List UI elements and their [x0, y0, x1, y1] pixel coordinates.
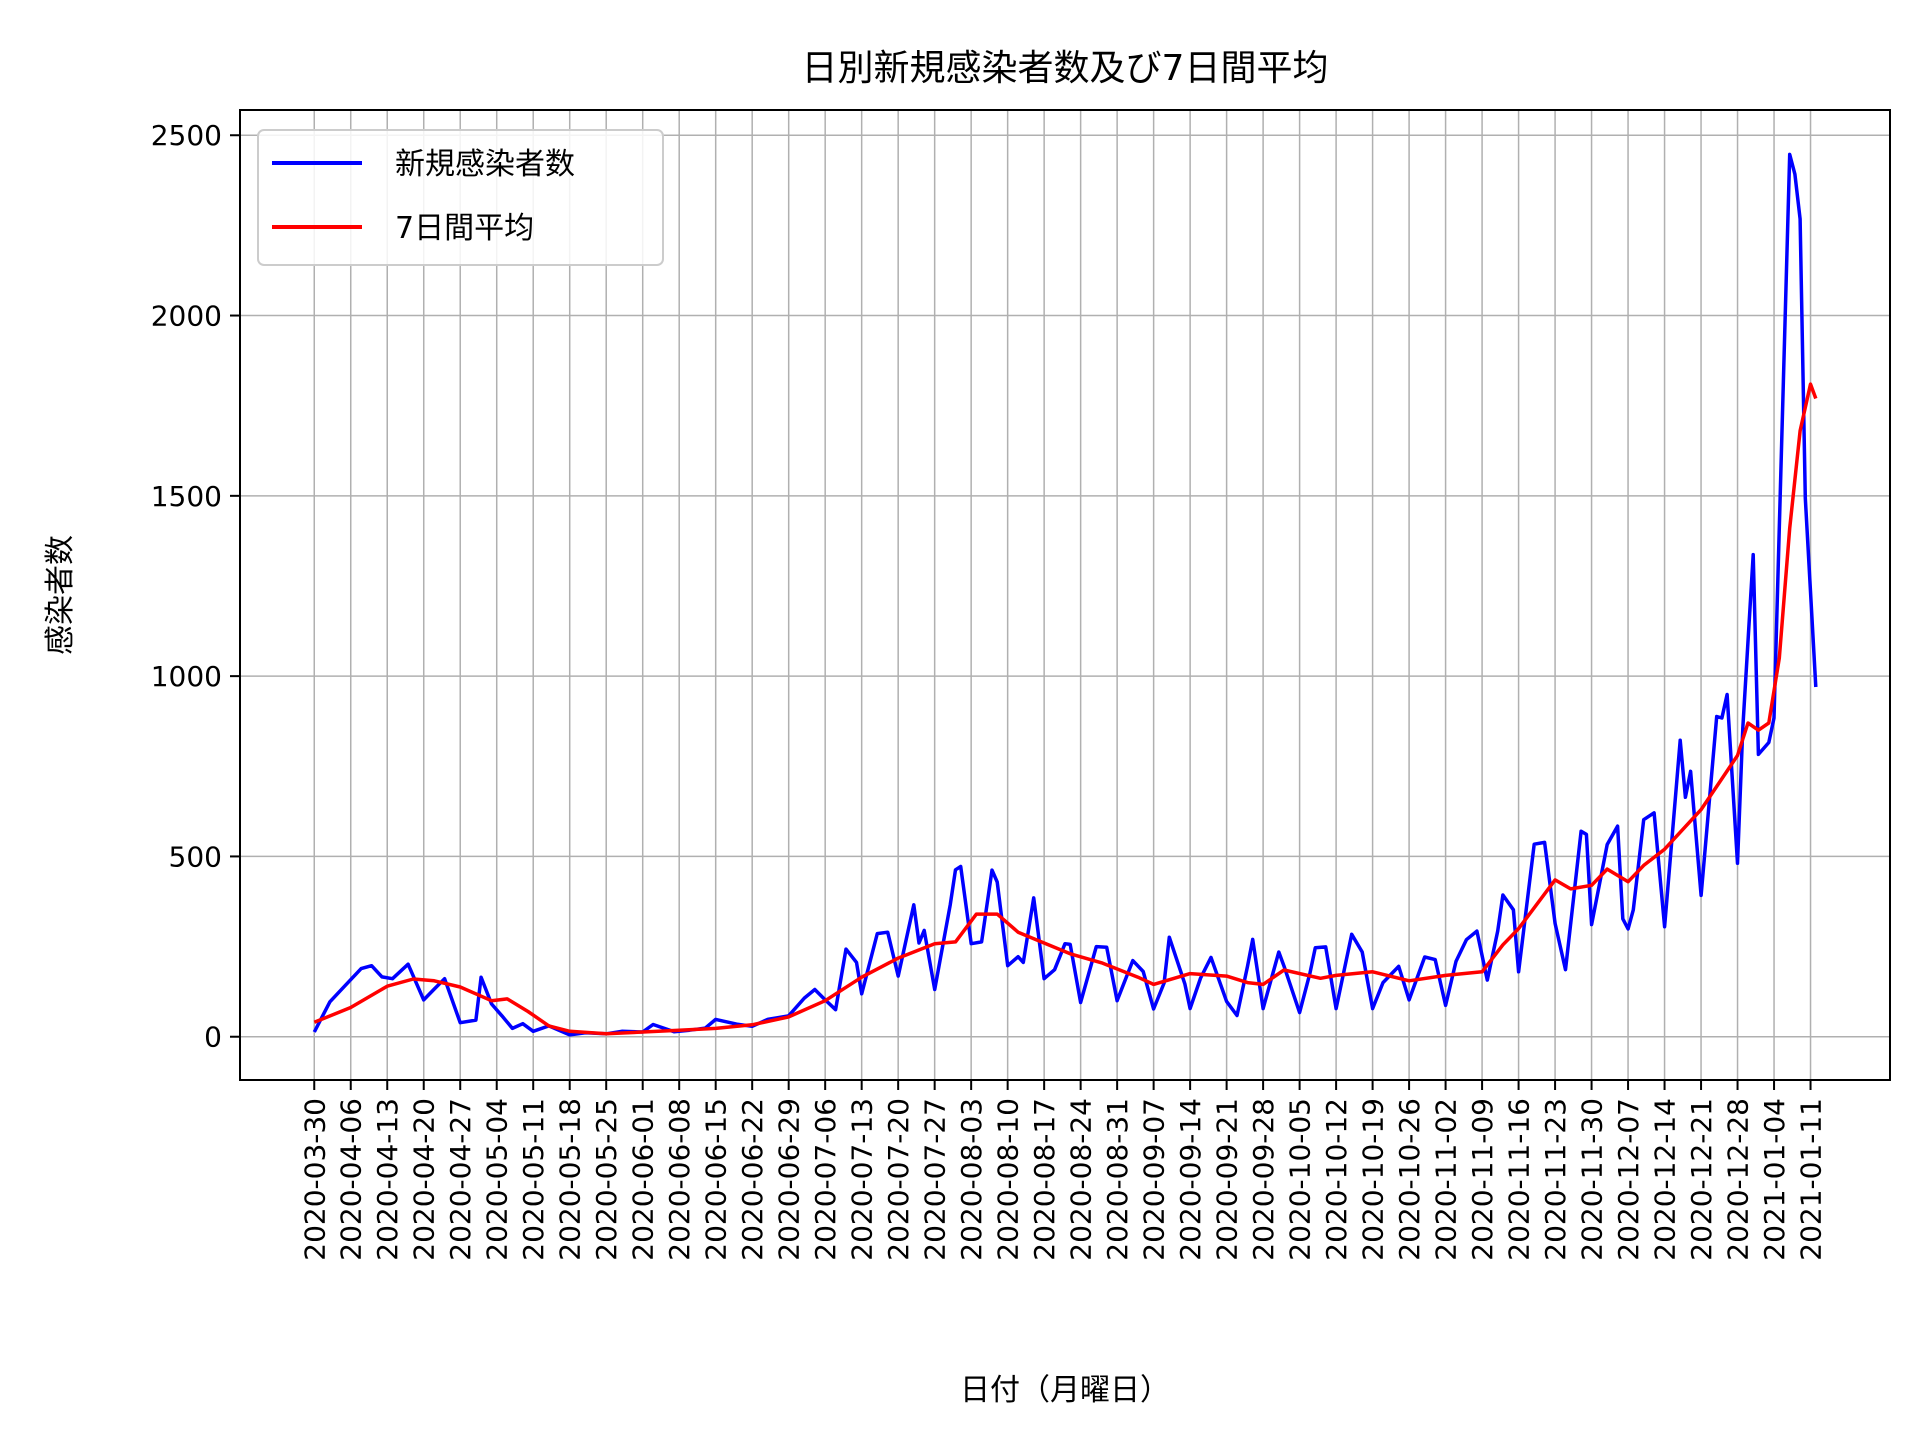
- legend-label-average: 7日間平均: [395, 211, 534, 246]
- x-tick-label: 2020-09-14: [1174, 1098, 1207, 1261]
- x-tick-label: 2020-04-06: [335, 1098, 368, 1261]
- x-tick-label: 2020-08-31: [1101, 1098, 1134, 1261]
- x-tick-label: 2020-11-16: [1503, 1098, 1536, 1261]
- x-tick-label: 2020-04-27: [444, 1098, 477, 1261]
- x-tick-label: 2020-07-20: [882, 1098, 915, 1261]
- y-tick-label: 2500: [151, 119, 222, 152]
- series-layer: [312, 152, 1818, 1037]
- x-tick-label: 2020-05-04: [481, 1098, 514, 1261]
- x-tick-label: 2020-06-08: [663, 1098, 696, 1261]
- x-tick-label: 2020-07-27: [919, 1098, 952, 1261]
- x-tick-label: 2020-06-15: [700, 1098, 733, 1261]
- x-tick-label: 2021-01-11: [1795, 1098, 1828, 1261]
- chart-title: 日別新規感染者数及び7日間平均: [802, 48, 1329, 89]
- plot-frame: [239, 109, 1891, 1081]
- legend-label-daily: 新規感染者数: [395, 147, 575, 182]
- x-tick-label: 2020-11-30: [1576, 1098, 1609, 1261]
- x-tick-label: 2020-10-05: [1284, 1098, 1317, 1261]
- y-tick-label: 0: [204, 1021, 222, 1054]
- x-tick-label: 2020-04-20: [408, 1098, 441, 1261]
- x-tick-label: 2021-01-04: [1758, 1098, 1791, 1261]
- x-tick-label: 2020-12-07: [1612, 1098, 1645, 1261]
- x-tick-label: 2020-09-28: [1247, 1098, 1280, 1261]
- x-tick-label: 2020-08-17: [1028, 1098, 1061, 1261]
- x-tick-label: 2020-08-10: [992, 1098, 1025, 1261]
- x-tick-label: 2020-05-18: [554, 1098, 587, 1261]
- x-tick-label: 2020-08-03: [955, 1098, 988, 1261]
- x-axis-label: 日付（月曜日）: [960, 1373, 1170, 1408]
- x-tick-label: 2020-05-11: [517, 1098, 550, 1261]
- x-tick-label: 2020-06-01: [627, 1098, 660, 1261]
- x-tick-label: 2020-12-21: [1685, 1098, 1718, 1261]
- legend: 新規感染者数 7日間平均: [257, 129, 664, 266]
- x-tick-label: 2020-11-02: [1430, 1098, 1463, 1261]
- x-tick-label: 2020-03-30: [298, 1098, 331, 1261]
- x-tick-label: 2020-11-09: [1466, 1098, 1499, 1261]
- x-tick-label: 2020-04-13: [371, 1098, 404, 1261]
- x-tick-label: 2020-09-07: [1138, 1098, 1171, 1261]
- x-tick-label: 2020-05-25: [590, 1098, 623, 1261]
- series-line-average: [313, 382, 1818, 1036]
- x-tick-label: 2020-07-06: [809, 1098, 842, 1261]
- x-tick-label: 2020-10-19: [1357, 1098, 1390, 1261]
- x-tick-label: 2020-11-23: [1539, 1098, 1572, 1261]
- y-tick-label: 2000: [151, 300, 222, 333]
- y-axis: 0 500 1000 1500 2000 2500: [151, 119, 240, 1054]
- x-tick-label: 2020-06-29: [773, 1098, 806, 1261]
- y-tick-label: 1000: [151, 660, 222, 693]
- y-axis-label: 感染者数: [43, 535, 78, 655]
- x-tick-label: 2020-10-12: [1320, 1098, 1353, 1261]
- x-tick-label: 2020-08-24: [1065, 1098, 1098, 1261]
- y-tick-label: 500: [169, 840, 222, 873]
- x-tick-label: 2020-12-14: [1649, 1098, 1682, 1261]
- x-tick-label: 2020-06-22: [736, 1098, 769, 1261]
- y-tick-label: 1500: [151, 480, 222, 513]
- x-tick-label: 2020-07-13: [846, 1098, 879, 1261]
- x-tick-label: 2020-09-21: [1211, 1098, 1244, 1261]
- x-tick-label: 2020-10-26: [1393, 1098, 1426, 1261]
- x-tick-label: 2020-12-28: [1722, 1098, 1755, 1261]
- x-axis: 2020-03-30 2020-04-06 2020-04-13 2020-04-20…: [298, 1080, 1828, 1261]
